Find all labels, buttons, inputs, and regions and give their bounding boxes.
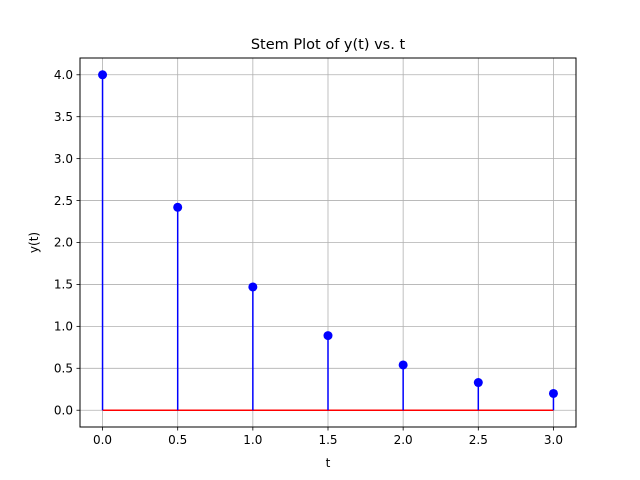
x-tick-label: 2.0 xyxy=(394,433,413,447)
y-tick-label: 3.5 xyxy=(54,110,73,124)
x-tick-label: 3.0 xyxy=(544,433,563,447)
y-ticks: 0.0 0.5 1.0 1.5 2.0 2.5 3.0 3.5 4.0 xyxy=(54,68,80,417)
markers xyxy=(98,70,558,398)
stem-marker xyxy=(548,388,558,398)
x-tick-label: 1.0 xyxy=(243,433,262,447)
stem-marker xyxy=(173,202,183,212)
y-tick-label: 3.0 xyxy=(54,152,73,166)
x-tick-label: 1.5 xyxy=(318,433,337,447)
x-tick-label: 2.5 xyxy=(469,433,488,447)
x-tick-label: 0.5 xyxy=(168,433,187,447)
y-tick-label: 4.0 xyxy=(54,68,73,82)
grid xyxy=(80,58,576,427)
chart-title: Stem Plot of y(t) vs. t xyxy=(251,37,406,53)
y-axis-label: y(t) xyxy=(27,232,41,253)
stem-marker xyxy=(248,282,258,292)
stems xyxy=(101,74,555,411)
y-tick-label: 0.0 xyxy=(54,403,73,417)
stem-marker xyxy=(398,360,408,370)
y-tick-label: 2.5 xyxy=(54,194,73,208)
stem-marker xyxy=(323,331,333,341)
stem-marker xyxy=(473,378,483,388)
stem-marker xyxy=(98,70,108,80)
x-ticks: 0.0 0.5 1.0 1.5 2.0 2.5 3.0 xyxy=(93,427,563,447)
x-tick-label: 0.0 xyxy=(93,433,112,447)
y-tick-label: 1.0 xyxy=(54,320,73,334)
x-axis-label: t xyxy=(326,456,331,470)
y-tick-label: 2.0 xyxy=(54,236,73,250)
y-tick-label: 1.5 xyxy=(54,278,73,292)
y-tick-label: 0.5 xyxy=(54,361,73,375)
